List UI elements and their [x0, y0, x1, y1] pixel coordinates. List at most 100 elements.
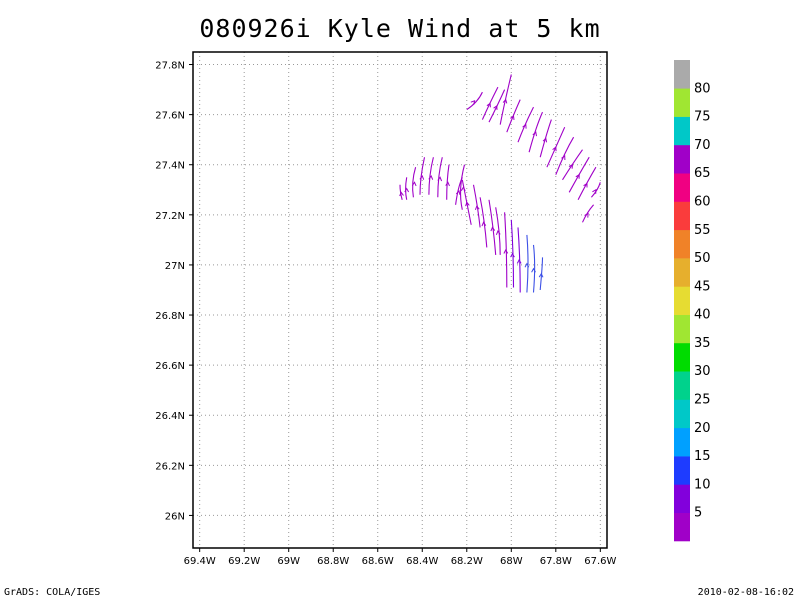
- colorbar-segment: [674, 512, 690, 542]
- colorbar-segment: [674, 201, 690, 231]
- x-tick-label: 68.8W: [317, 556, 349, 567]
- wind-arrowhead: [495, 230, 501, 235]
- y-axis-ticks: 26N 26.2N 26.4N 26.6N 26.8N 27N 27.2N 27.4N 27.6…: [155, 61, 193, 522]
- wind-streamline: [495, 207, 501, 255]
- wind-streamline: [506, 99, 521, 133]
- colorbar-label: 15: [694, 449, 711, 464]
- wind-arrowhead: [502, 98, 508, 104]
- wind-arrowhead: [538, 272, 544, 278]
- wind-arrowhead: [445, 181, 450, 187]
- colorbar-segment: [674, 286, 690, 315]
- colorbar-label: 45: [694, 279, 711, 294]
- wind-arrowhead: [493, 104, 498, 110]
- wind-streamline: [459, 164, 466, 210]
- x-tick-label: 67.6W: [584, 556, 616, 567]
- wind-arrowhead: [583, 182, 588, 188]
- wind-arrowhead: [568, 163, 574, 169]
- wind-streamline: [577, 166, 597, 201]
- wind-streamline: [466, 91, 483, 111]
- colorbar-label: 55: [694, 223, 711, 238]
- x-axis-ticks: 69.4W 69.2W 69W 68.8W 68.6W 68.4W 68.2W 68W 67.8…: [184, 548, 617, 567]
- wind-streamline: [517, 227, 521, 293]
- wind-streamline: [539, 119, 552, 158]
- colorbar-label: 25: [694, 393, 711, 408]
- x-tick-label: 69W: [277, 556, 300, 567]
- wind-streamline: [562, 149, 583, 181]
- y-tick-label: 27.8N: [155, 61, 185, 72]
- wind-arrowhead: [474, 205, 480, 210]
- colorbar-label: 75: [694, 110, 711, 125]
- map-title: 080926i Kyle Wind at 5 km: [199, 14, 601, 43]
- wind-streamline: [437, 157, 443, 198]
- wind-streamline: [510, 219, 515, 288]
- y-tick-label: 26.4N: [155, 411, 185, 422]
- colorbar-label: 5: [694, 506, 702, 521]
- wind-arrowhead: [455, 189, 461, 196]
- colorbar-segment: [674, 314, 690, 344]
- colorbar-label: 10: [694, 477, 711, 492]
- wind-streamline: [399, 184, 403, 200]
- y-tick-label: 27N: [165, 261, 185, 272]
- colorbar-segment: [674, 258, 690, 287]
- wind-arrowhead: [437, 176, 443, 182]
- colorbar-label: 20: [694, 421, 711, 436]
- map-frame: [192, 51, 608, 549]
- wind-arrowhead: [510, 114, 515, 120]
- colorbar-segment: [674, 229, 690, 259]
- x-tick-label: 68W: [500, 556, 523, 567]
- wind-arrowhead: [503, 248, 509, 254]
- wind-arrowhead: [404, 187, 410, 193]
- colorbar-segment: [674, 484, 690, 513]
- colorbar-label: 35: [694, 336, 711, 351]
- wind-streamline: [446, 164, 450, 200]
- colorbar-segment: [674, 399, 690, 429]
- wind-arrowhead: [465, 201, 470, 207]
- wind-streamline: [405, 177, 408, 200]
- colorbar-label: 70: [694, 138, 711, 153]
- wind-streamline: [479, 197, 488, 248]
- gridlines: [193, 52, 607, 548]
- colorbar-segment: [674, 60, 690, 89]
- colorbar-segment: [674, 427, 690, 457]
- wind-streamline: [428, 157, 434, 195]
- y-tick-label: 26N: [165, 511, 185, 522]
- wind-arrowhead: [575, 173, 580, 179]
- wind-streamline: [581, 204, 595, 223]
- colorbar-segment: [674, 371, 690, 400]
- wind-arrowhead: [522, 123, 527, 129]
- colorbar-label: 30: [694, 364, 711, 379]
- wind-streamlines: [399, 74, 601, 293]
- x-tick-label: 69.4W: [184, 556, 216, 567]
- wind-streamline: [528, 111, 544, 153]
- wind-arrowhead: [411, 181, 417, 187]
- wind-arrowhead: [510, 252, 515, 258]
- wind-arrowhead: [470, 100, 476, 105]
- colorbar-label: 40: [694, 308, 711, 323]
- wind-arrowhead: [592, 188, 597, 194]
- wind-streamline: [419, 157, 426, 195]
- wind-arrowhead: [542, 137, 548, 143]
- colorbar-segment: [674, 88, 690, 117]
- wind-arrowhead: [428, 174, 434, 180]
- wind-streamline: [526, 234, 529, 293]
- footer-timestamp: 2010-02-08-16:02: [697, 587, 794, 598]
- wind-streamline: [590, 182, 601, 198]
- wind-streamline: [488, 89, 506, 123]
- y-tick-label: 27.4N: [155, 161, 185, 172]
- colorbar: 5 10 15 20 25 30 35 40 45 50 55 60 65 70 75 80: [674, 60, 711, 542]
- wind-arrowhead: [552, 146, 557, 152]
- wind-arrowhead: [584, 212, 589, 218]
- wind-arrowhead: [486, 102, 491, 108]
- x-tick-label: 68.4W: [406, 556, 438, 567]
- x-tick-label: 67.8W: [540, 556, 572, 567]
- wind-streamline: [412, 167, 417, 198]
- colorbar-label: 60: [694, 195, 711, 210]
- y-tick-label: 26.6N: [155, 361, 185, 372]
- colorbar-segment: [674, 116, 690, 146]
- colorbar-label: 80: [694, 81, 711, 96]
- y-tick-label: 27.6N: [155, 111, 185, 122]
- x-tick-label: 69.2W: [228, 556, 260, 567]
- colorbar-label: 50: [694, 251, 711, 266]
- x-tick-label: 68.6W: [362, 556, 394, 567]
